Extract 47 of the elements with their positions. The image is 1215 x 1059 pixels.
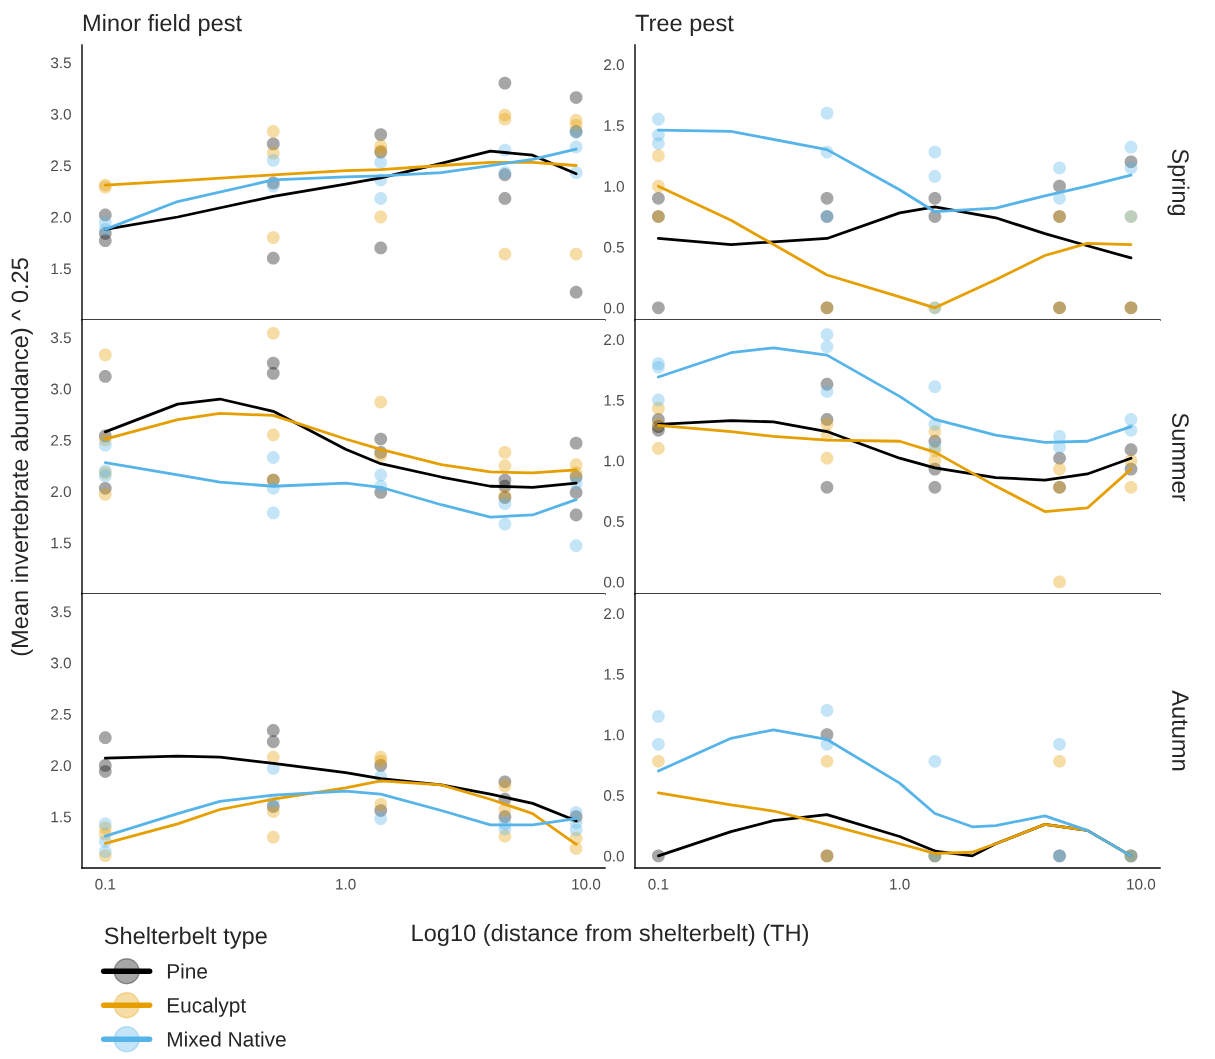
y-tick-label: 1.0: [604, 729, 624, 741]
y-tick-label: 2.0: [51, 760, 71, 772]
y-tick-label: 2.0: [51, 486, 71, 498]
y-tick-label: 2.0: [604, 334, 624, 346]
legend-title: Shelterbelt type: [104, 926, 267, 949]
x-tick-label: 10.0: [572, 878, 601, 890]
y-tick-label: 3.5: [50, 57, 71, 69]
y-tick-label: 1.5: [604, 669, 624, 680]
y-tick-label: 1.5: [604, 395, 624, 406]
y-tick-label: 2.5: [51, 708, 71, 720]
x-tick-label: 0.1: [95, 878, 116, 890]
y-tick-label: 3.0: [50, 108, 71, 120]
text: Summer: [1172, 413, 1189, 502]
legend-label: Mixed Native: [167, 1031, 286, 1047]
y-tick-label: 1.5: [51, 811, 71, 823]
y-axis-title: (Mean invertebrate abundance) ^ 0.25: [10, 258, 33, 656]
y-tick-label: 0.0: [603, 302, 624, 314]
y-tick-label: 2.5: [51, 434, 71, 446]
y-tick-label: 3.5: [50, 606, 71, 618]
y-tick-label: 1.5: [604, 120, 624, 131]
y-tick-label: 0.5: [603, 241, 624, 253]
y-tick-label: 3.0: [50, 657, 71, 669]
legend-label: Eucalypt: [167, 997, 246, 1017]
y-tick-label: 2.5: [51, 160, 71, 172]
y-tick-label: 2.0: [604, 59, 624, 71]
y-tick-label: 2.0: [51, 211, 71, 223]
y-tick-label: 0.0: [603, 850, 624, 862]
legend-label: Pine: [167, 963, 208, 979]
y-tick-label: 1.0: [604, 455, 624, 467]
x-tick-label: 1.0: [336, 878, 356, 890]
y-tick-label: 3.5: [50, 332, 71, 344]
x-axis-title: Log10 (distance from shelterbelt) (TH): [412, 923, 809, 947]
text: Spring: [1167, 149, 1190, 216]
y-tick-label: 0.5: [603, 790, 624, 801]
x-tick-label: 0.1: [648, 878, 669, 890]
y-tick-label: 2.0: [604, 608, 624, 620]
text: Autumn: [1172, 690, 1189, 771]
x-tick-label: 1.0: [890, 878, 910, 890]
y-tick-label: 3.0: [50, 383, 71, 395]
y-tick-label: 1.5: [51, 537, 71, 549]
y-tick-label: 0.5: [603, 516, 624, 527]
y-tick-label: 1.5: [51, 263, 71, 275]
y-tick-label: 1.0: [604, 181, 624, 192]
chart-title: Tree pest: [635, 14, 734, 37]
y-tick-label: 0.0: [603, 576, 624, 588]
chart-title: Minor field pest: [83, 14, 242, 37]
x-tick-label: 10.0: [1127, 878, 1156, 890]
